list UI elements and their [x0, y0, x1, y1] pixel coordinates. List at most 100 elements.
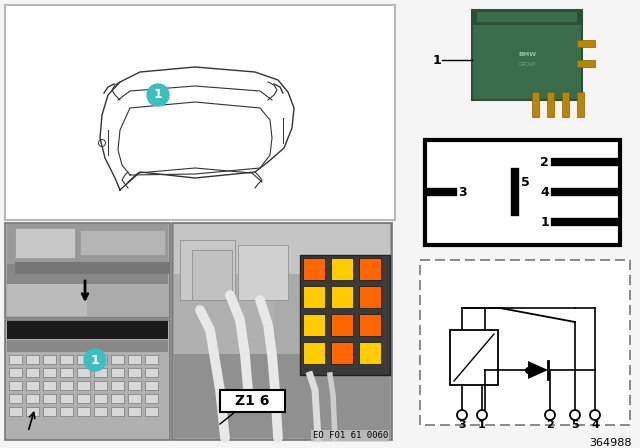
Bar — [5, 320, 170, 440]
Text: 4: 4 — [591, 420, 599, 430]
Text: 2: 2 — [546, 420, 554, 430]
Bar — [303, 286, 325, 308]
Text: 1: 1 — [540, 215, 549, 228]
Text: 5: 5 — [571, 420, 579, 430]
Bar — [43, 368, 56, 377]
Bar — [477, 12, 577, 22]
Bar — [145, 368, 158, 377]
Bar — [472, 10, 582, 25]
Bar — [450, 330, 498, 385]
Bar — [145, 407, 158, 416]
Circle shape — [147, 84, 169, 106]
Bar — [128, 368, 141, 377]
Bar — [577, 92, 584, 117]
Bar — [60, 355, 73, 364]
Bar — [331, 258, 353, 280]
Bar — [9, 394, 22, 403]
Bar — [111, 407, 124, 416]
Bar — [174, 274, 274, 354]
Bar — [174, 354, 390, 438]
Bar — [9, 355, 22, 364]
Bar — [7, 340, 168, 352]
Bar — [359, 286, 381, 308]
Bar — [128, 355, 141, 364]
Bar — [60, 394, 73, 403]
Bar — [94, 355, 107, 364]
Bar — [60, 368, 73, 377]
Bar — [172, 223, 392, 440]
Bar — [7, 224, 168, 264]
Bar — [60, 381, 73, 390]
Bar — [303, 342, 325, 364]
Text: 5: 5 — [521, 176, 530, 189]
Text: 3: 3 — [458, 185, 467, 198]
Bar — [26, 394, 39, 403]
Bar — [547, 92, 554, 117]
Bar — [145, 394, 158, 403]
Text: 364988: 364988 — [589, 438, 632, 448]
Text: BMW: BMW — [518, 52, 536, 57]
Bar — [77, 368, 90, 377]
Bar — [80, 230, 165, 255]
Bar — [5, 223, 170, 318]
Bar — [359, 342, 381, 364]
Bar — [303, 314, 325, 336]
Bar — [180, 240, 235, 300]
Bar — [111, 394, 124, 403]
Bar — [577, 60, 595, 67]
Text: 1: 1 — [91, 353, 99, 366]
Polygon shape — [528, 361, 548, 379]
Bar — [331, 314, 353, 336]
Bar — [77, 407, 90, 416]
Bar — [43, 381, 56, 390]
Text: 3: 3 — [458, 420, 466, 430]
Bar — [238, 245, 288, 300]
Bar — [7, 321, 168, 339]
Bar — [26, 407, 39, 416]
Text: 2: 2 — [540, 155, 549, 168]
Bar — [303, 258, 325, 280]
Bar — [26, 368, 39, 377]
Text: 1: 1 — [478, 420, 486, 430]
Bar — [94, 368, 107, 377]
Bar — [128, 407, 141, 416]
Bar — [43, 407, 56, 416]
Bar — [15, 228, 75, 258]
Bar — [111, 368, 124, 377]
Circle shape — [84, 349, 106, 371]
Bar — [77, 394, 90, 403]
Bar — [7, 264, 168, 284]
Bar — [43, 394, 56, 403]
Bar — [60, 407, 73, 416]
Bar — [26, 355, 39, 364]
Bar — [94, 394, 107, 403]
Bar — [331, 286, 353, 308]
Bar — [472, 10, 582, 100]
Bar — [111, 355, 124, 364]
Bar — [7, 284, 87, 316]
Bar — [128, 381, 141, 390]
Text: EO F01 61 0060: EO F01 61 0060 — [313, 431, 388, 440]
Bar — [5, 5, 395, 220]
Text: 1: 1 — [433, 53, 442, 66]
Bar — [111, 381, 124, 390]
Bar — [577, 40, 595, 47]
Bar — [145, 381, 158, 390]
Bar — [9, 368, 22, 377]
Bar — [128, 394, 141, 403]
Bar — [94, 381, 107, 390]
Bar — [532, 92, 539, 117]
Bar — [77, 381, 90, 390]
Bar — [77, 355, 90, 364]
Bar — [331, 342, 353, 364]
Bar — [26, 381, 39, 390]
Bar — [9, 407, 22, 416]
Bar — [94, 407, 107, 416]
Text: 1: 1 — [154, 89, 163, 102]
Text: 4: 4 — [540, 185, 549, 198]
Text: GROUP: GROUP — [518, 63, 536, 68]
Bar — [359, 258, 381, 280]
Bar — [87, 284, 166, 316]
Bar — [359, 314, 381, 336]
Bar — [145, 355, 158, 364]
